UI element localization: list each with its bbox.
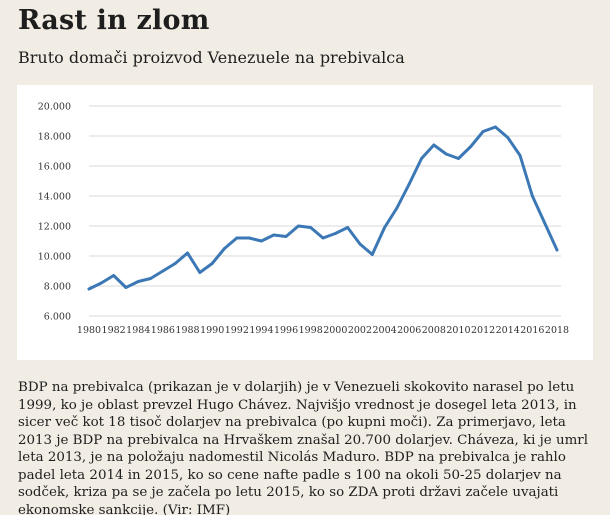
data-point (395, 206, 399, 210)
data-point (149, 277, 152, 280)
data-point (161, 269, 165, 273)
x-tick-label: 2010 (446, 325, 470, 336)
x-tick-label: 2014 (496, 325, 520, 336)
data-point (543, 221, 547, 225)
x-axis-ticks: 1980 1982 1984 1986 1988 1990 1992 1994 1996 1998… (77, 325, 569, 336)
data-point (173, 262, 177, 265)
data-point (346, 226, 350, 229)
x-tick-label: 1988 (175, 325, 199, 336)
data-point (272, 233, 276, 237)
data-point (530, 194, 534, 198)
y-tick-label: 18.000 (38, 132, 71, 143)
x-tick-label: 1998 (299, 325, 323, 336)
data-point (210, 262, 214, 265)
data-points (87, 125, 559, 291)
y-tick-label: 10.000 (38, 252, 71, 263)
x-tick-label: 1990 (200, 325, 224, 336)
data-point (309, 226, 313, 229)
data-point (469, 145, 473, 148)
x-tick-label: 1996 (274, 325, 298, 336)
series-line-gdp-per-capita (87, 125, 559, 291)
data-point (457, 157, 460, 160)
data-point (420, 157, 423, 160)
x-tick-label: 1980 (77, 325, 101, 336)
data-point (370, 253, 374, 256)
data-point (136, 280, 140, 283)
y-tick-label: 6.000 (44, 312, 71, 323)
data-point (112, 274, 116, 277)
x-tick-label: 2002 (348, 325, 372, 336)
x-tick-label: 2004 (372, 325, 396, 336)
data-point (198, 271, 202, 274)
chart-panel: 6.000 8.000 10.000 12.000 14.000 16.000 18.000… (17, 85, 593, 360)
x-tick-label: 2008 (422, 325, 446, 336)
x-tick-label: 2000 (323, 325, 347, 336)
data-point (235, 236, 239, 240)
data-point (99, 281, 103, 285)
x-tick-label: 2006 (397, 325, 421, 336)
data-point (494, 125, 497, 129)
data-point (284, 235, 288, 238)
data-point (223, 247, 226, 250)
data-point (432, 143, 436, 147)
data-point (247, 236, 251, 240)
x-tick-label: 1994 (249, 325, 273, 336)
y-tick-label: 20.000 (38, 102, 71, 113)
data-point (383, 226, 386, 229)
y-tick-label: 16.000 (38, 162, 71, 173)
chart-subtitle: Bruto domači proizvod Venezuele na prebi… (18, 48, 405, 67)
data-point (407, 182, 411, 186)
data-point (296, 224, 300, 228)
x-tick-label: 1984 (126, 325, 150, 336)
data-point (321, 236, 325, 240)
y-tick-label: 14.000 (38, 192, 71, 203)
data-point (124, 286, 128, 289)
x-tick-label: 2018 (545, 325, 569, 336)
page-title: Rast in zlom (18, 5, 210, 36)
grid-lines (89, 105, 561, 317)
data-point (333, 232, 337, 235)
y-axis-ticks: 6.000 8.000 10.000 12.000 14.000 16.000 18.000… (38, 102, 71, 323)
data-point (87, 287, 91, 291)
data-point (518, 154, 522, 157)
x-tick-label: 2016 (520, 325, 544, 336)
x-tick-label: 1992 (225, 325, 249, 336)
data-point (260, 239, 263, 243)
x-tick-label: 2012 (471, 325, 495, 336)
data-point (444, 152, 448, 156)
y-tick-label: 8.000 (44, 282, 71, 293)
data-point (358, 242, 362, 246)
y-tick-label: 12.000 (38, 222, 71, 233)
x-tick-label: 1986 (151, 325, 175, 336)
x-tick-label: 1982 (102, 325, 126, 336)
caption-text: BDP na prebivalca (prikazan je v dolarji… (18, 380, 588, 515)
gdp-line-chart: 6.000 8.000 10.000 12.000 14.000 16.000 18.000… (38, 102, 569, 337)
data-point (481, 130, 485, 133)
data-point (555, 248, 559, 252)
data-point (186, 251, 189, 255)
data-point (506, 136, 510, 139)
